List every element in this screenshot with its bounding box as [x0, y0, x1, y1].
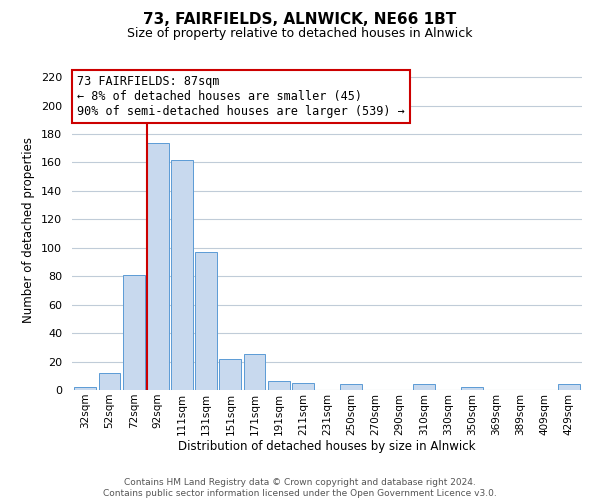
Bar [171, 160, 193, 390]
Y-axis label: Number of detached properties: Number of detached properties [22, 137, 35, 323]
Bar [147, 142, 169, 390]
Bar [558, 384, 580, 390]
Bar [220, 358, 241, 390]
Bar [123, 275, 145, 390]
X-axis label: Distribution of detached houses by size in Alnwick: Distribution of detached houses by size … [178, 440, 476, 454]
Text: 73 FAIRFIELDS: 87sqm
← 8% of detached houses are smaller (45)
90% of semi-detach: 73 FAIRFIELDS: 87sqm ← 8% of detached ho… [77, 75, 405, 118]
Bar [74, 387, 96, 390]
Bar [413, 384, 434, 390]
Bar [461, 387, 483, 390]
Bar [292, 383, 314, 390]
Bar [340, 384, 362, 390]
Bar [268, 382, 290, 390]
Bar [98, 373, 121, 390]
Text: 73, FAIRFIELDS, ALNWICK, NE66 1BT: 73, FAIRFIELDS, ALNWICK, NE66 1BT [143, 12, 457, 28]
Bar [195, 252, 217, 390]
Bar [244, 354, 265, 390]
Text: Size of property relative to detached houses in Alnwick: Size of property relative to detached ho… [127, 28, 473, 40]
Text: Contains HM Land Registry data © Crown copyright and database right 2024.
Contai: Contains HM Land Registry data © Crown c… [103, 478, 497, 498]
